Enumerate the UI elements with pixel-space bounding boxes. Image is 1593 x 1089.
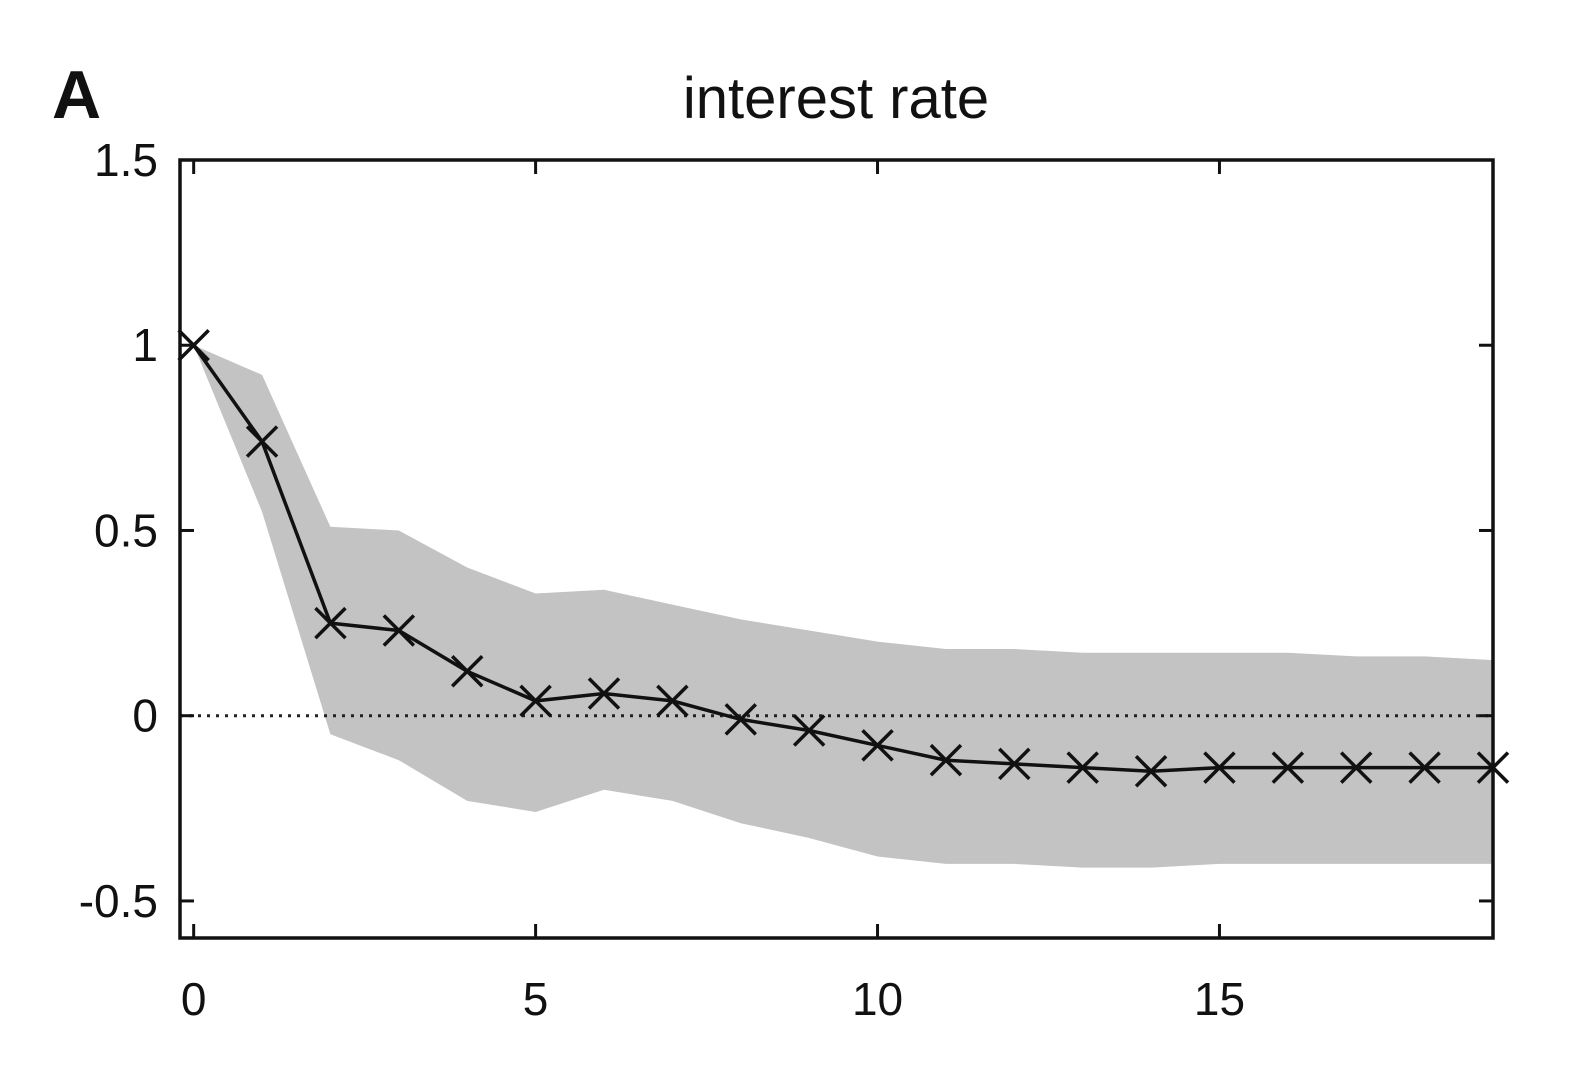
series-line — [192, 344, 1493, 774]
data-point-marker — [245, 425, 279, 458]
data-point-marker — [1203, 751, 1236, 784]
y-tick-label: -0.5 — [79, 875, 158, 927]
panel-label: A — [52, 57, 101, 133]
x-tick-label: 0 — [181, 973, 207, 1025]
series-markers — [177, 329, 1510, 788]
data-point-marker — [929, 743, 963, 777]
y-tick-label: 1 — [132, 319, 158, 371]
data-point-marker — [861, 729, 894, 762]
chart-title: interest rate — [683, 66, 989, 131]
plot-frame — [178, 158, 1495, 940]
y-tick-label: 0.5 — [94, 504, 158, 556]
data-point-marker — [1339, 751, 1373, 784]
data-point-marker — [382, 614, 416, 647]
y-axis-tick-labels: -0.5 0 0.5 1 1.5 — [79, 134, 158, 927]
data-point-marker — [724, 703, 757, 736]
data-point-marker — [998, 747, 1031, 781]
data-point-marker — [519, 684, 552, 718]
x-tick-label: 10 — [852, 973, 903, 1025]
data-point-marker — [450, 655, 484, 688]
x-tick-label: 15 — [1194, 973, 1245, 1025]
confidence-band — [193, 345, 1494, 868]
x-tick-label: 5 — [523, 973, 549, 1025]
data-point-marker — [656, 684, 689, 718]
y-tick-label: 0 — [132, 690, 158, 742]
data-point-marker — [1134, 755, 1168, 788]
data-point-marker — [314, 606, 347, 640]
data-point-marker — [1066, 751, 1099, 784]
axis-ticks — [180, 158, 1493, 938]
y-tick-label: 1.5 — [94, 134, 158, 186]
x-axis-tick-labels: 0 5 10 15 — [181, 973, 1245, 1025]
data-point-marker — [1271, 751, 1305, 784]
data-point-marker — [792, 714, 826, 747]
plot-area: 0 5 10 15 -0.5 0 0.5 1 1.5 — [79, 134, 1510, 1025]
data-point-marker — [1408, 751, 1441, 784]
data-point-marker — [587, 677, 621, 710]
